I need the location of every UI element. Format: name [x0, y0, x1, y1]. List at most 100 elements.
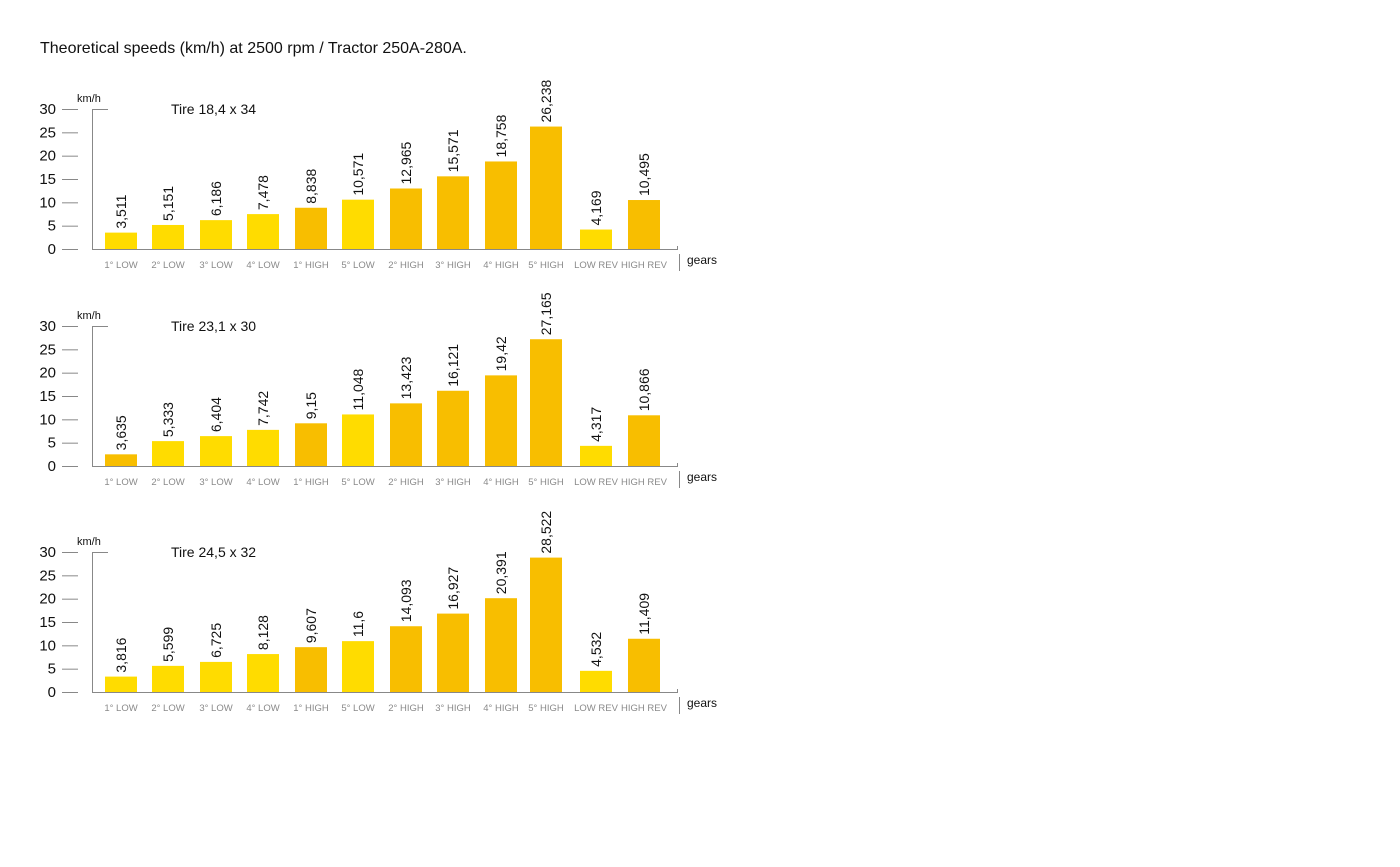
- data-label: 11,409: [636, 593, 652, 635]
- bar: [295, 647, 327, 692]
- x-tick-label: HIGH REV: [621, 703, 668, 714]
- x-tick-label: HIGH REV: [621, 260, 668, 271]
- bar: [437, 390, 469, 466]
- x-tick-label: 1° LOW: [104, 260, 137, 271]
- x-tick-label: 3° LOW: [199, 477, 232, 488]
- x-axis-label: gears: [687, 696, 717, 710]
- x-tick-label: 5° LOW: [341, 703, 374, 714]
- x-tick-label: 4° HIGH: [483, 260, 519, 271]
- data-label: 19,42: [493, 336, 509, 371]
- y-tick-label: 10: [39, 637, 56, 654]
- bar: [295, 207, 327, 249]
- data-label: 7,478: [255, 175, 271, 210]
- data-label: 5,333: [160, 402, 176, 437]
- data-label: 12,965: [398, 141, 414, 184]
- data-label: 10,571: [350, 153, 366, 196]
- x-tick-label: 2° LOW: [151, 260, 184, 271]
- y-tick-label: 5: [48, 218, 56, 235]
- bar: [580, 670, 612, 692]
- y-tick-label: 20: [39, 591, 56, 608]
- x-tick-label: 4° LOW: [246, 260, 279, 271]
- y-tick-label: 25: [39, 567, 56, 584]
- y-tick-label: 10: [39, 194, 56, 211]
- data-label: 3,635: [113, 415, 129, 450]
- data-label: 3,511: [113, 194, 129, 228]
- x-tick-label: 4° HIGH: [483, 703, 519, 714]
- x-tick-label: HIGH REV: [621, 477, 668, 488]
- data-label: 16,927: [445, 567, 461, 610]
- x-tick-label: 3° HIGH: [435, 260, 471, 271]
- data-label: 6,404: [208, 397, 224, 432]
- bar: [152, 665, 184, 692]
- y-tick-label: 0: [48, 241, 56, 258]
- data-label: 4,532: [588, 632, 604, 667]
- data-label: 27,165: [538, 292, 554, 335]
- bar: [390, 626, 422, 692]
- bar: [580, 229, 612, 249]
- data-label: 9,607: [303, 608, 319, 643]
- y-axis-label: km/h: [77, 310, 101, 322]
- data-label: 9,15: [303, 392, 319, 419]
- x-tick-label: 5° LOW: [341, 477, 374, 488]
- page-title: Theoretical speeds (km/h) at 2500 rpm / …: [40, 40, 467, 57]
- bar: [437, 613, 469, 692]
- data-label: 4,169: [588, 190, 604, 225]
- data-label: 7,742: [255, 391, 271, 426]
- bar: [390, 403, 422, 466]
- data-label: 13,423: [398, 356, 414, 399]
- data-label: 6,186: [208, 181, 224, 216]
- bar: [485, 375, 517, 466]
- y-tick-label: 25: [39, 124, 56, 141]
- x-tick-label: 2° LOW: [151, 477, 184, 488]
- data-label: 4,317: [588, 407, 604, 442]
- data-label: 6,725: [208, 623, 224, 658]
- y-tick-label: 15: [39, 388, 56, 405]
- x-tick-label: 3° HIGH: [435, 703, 471, 714]
- data-label: 5,599: [160, 627, 176, 662]
- bar: [437, 176, 469, 249]
- data-label: 10,495: [636, 153, 652, 196]
- data-label: 14,093: [398, 579, 414, 622]
- data-label: 10,866: [636, 368, 652, 411]
- bar: [200, 661, 232, 692]
- x-tick-label: 3° LOW: [199, 703, 232, 714]
- data-label: 8,128: [255, 615, 271, 650]
- bar: [342, 414, 374, 466]
- bar: [530, 557, 562, 692]
- y-tick-label: 5: [48, 661, 56, 678]
- x-tick-label: 4° LOW: [246, 703, 279, 714]
- bar: [247, 654, 279, 692]
- x-tick-label: 4° LOW: [246, 477, 279, 488]
- y-tick-label: 20: [39, 148, 56, 165]
- x-tick-label: 1° HIGH: [293, 260, 329, 271]
- x-tick-label: 1° HIGH: [293, 477, 329, 488]
- data-label: 8,838: [303, 169, 319, 204]
- bar: [530, 339, 562, 466]
- x-axis-label: gears: [687, 470, 717, 484]
- y-tick-label: 30: [39, 544, 56, 561]
- y-axis-label: km/h: [77, 536, 101, 548]
- bar: [342, 199, 374, 249]
- x-tick-label: 5° LOW: [341, 260, 374, 271]
- bar: [580, 445, 612, 466]
- x-tick-label: 1° HIGH: [293, 703, 329, 714]
- bar: [247, 429, 279, 466]
- data-label: 20,391: [493, 551, 509, 594]
- bar: [247, 214, 279, 249]
- bar: [485, 161, 517, 249]
- data-label: 16,121: [445, 344, 461, 387]
- x-tick-label: 1° LOW: [104, 703, 137, 714]
- y-tick-label: 15: [39, 614, 56, 631]
- bar: [200, 220, 232, 249]
- x-tick-label: LOW REV: [574, 260, 618, 271]
- bar: [390, 188, 422, 249]
- bar-chart-2: 0 5 10 15 20 25 30 km/h Tire 23,1 x 30 gears 3,635…: [39, 292, 717, 488]
- bar-chart-3: 0 5 10 15 20 25 30 km/h Tire 24,5 x 32 gears 3,816…: [39, 511, 717, 714]
- data-label: 26,238: [538, 80, 554, 123]
- y-tick-label: 0: [48, 458, 56, 475]
- bar: [200, 436, 232, 466]
- y-tick-label: 25: [39, 341, 56, 358]
- x-tick-label: 2° HIGH: [388, 260, 424, 271]
- x-tick-label: 3° LOW: [199, 260, 232, 271]
- bar: [628, 638, 660, 692]
